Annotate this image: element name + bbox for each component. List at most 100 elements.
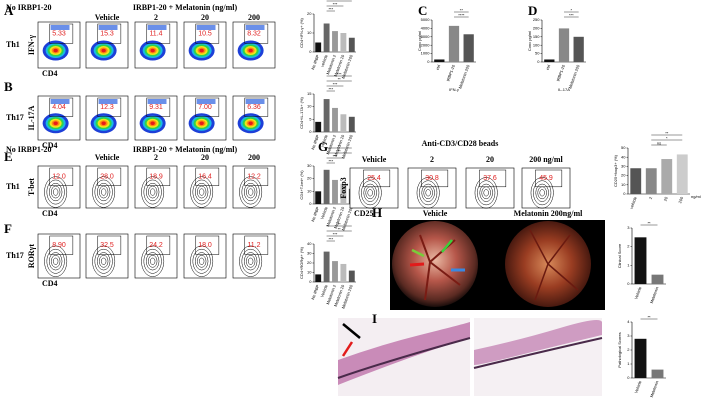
x-unit: ng/ml	[691, 194, 701, 199]
contour	[363, 183, 377, 202]
plot-frame	[85, 233, 129, 279]
y-tick-label: 50	[535, 51, 540, 56]
gate	[535, 169, 563, 188]
density-top	[147, 99, 167, 104]
significance: **	[338, 0, 342, 2]
density	[248, 48, 253, 53]
gate-percent: 45.9	[539, 175, 553, 182]
contour	[358, 177, 382, 209]
plot-frame	[85, 165, 129, 209]
y-tick-label: 0	[309, 129, 312, 134]
gate	[49, 167, 74, 186]
category-label: Vehicle	[633, 285, 642, 300]
density-top	[98, 25, 118, 30]
panel-label: B	[4, 79, 13, 94]
arrow-green	[441, 239, 453, 253]
y-tick-label: 4	[627, 319, 630, 324]
bar	[340, 183, 347, 204]
gate-percent: 8.32	[247, 30, 261, 37]
y-label: Pathological Scores	[617, 332, 622, 367]
contour	[52, 188, 59, 196]
contour	[143, 248, 162, 274]
flow-plot: 28.0	[85, 165, 129, 209]
y-tick-label: 10	[307, 30, 312, 35]
x-axis-label: CD4	[42, 209, 58, 218]
density-top	[98, 99, 118, 104]
contour	[198, 188, 205, 196]
column-label: Vehicle	[95, 153, 120, 162]
y-tick-label: 20	[621, 173, 626, 178]
column-label: Vehicle	[95, 13, 120, 22]
significance: ***	[328, 7, 333, 12]
row-label: Th17	[6, 251, 24, 260]
contour	[243, 252, 258, 271]
density-top	[50, 99, 70, 104]
y-tick-label: 1	[627, 361, 630, 366]
flow-plot: 8.32	[232, 21, 276, 69]
column-label: Vehicle	[423, 209, 448, 218]
gate-percent: 12.0	[52, 173, 66, 180]
y-tick-label: 3	[627, 225, 630, 230]
contour	[96, 182, 111, 202]
flow-plot: 45.9	[521, 167, 571, 209]
flow-plot: 12.2	[232, 165, 276, 209]
significance: *	[571, 8, 573, 13]
y-label: CD25+foxp3+ (%)	[613, 154, 618, 187]
y-tick-label: 0	[537, 59, 540, 64]
significance: **	[647, 221, 651, 226]
contour	[44, 176, 68, 208]
y-axis-label: T-bet	[27, 178, 36, 196]
flow-plot: 11.4	[134, 21, 178, 69]
x-axis-label: CD4	[42, 141, 58, 150]
category-label: ctrl	[435, 64, 442, 71]
bar	[634, 338, 647, 378]
density-top	[245, 99, 265, 104]
contour	[147, 185, 158, 199]
y-tick-label: 2	[627, 347, 630, 352]
retina-layer	[474, 320, 602, 365]
gate-percent: 18.0	[198, 242, 212, 249]
y-tick-label: 150	[533, 34, 540, 39]
bar	[645, 168, 657, 194]
x-axis-label: CD4	[42, 279, 58, 288]
gate	[97, 23, 122, 44]
significance: ns	[657, 141, 661, 146]
gate-percent: 18.9	[149, 173, 163, 180]
bar	[544, 59, 555, 62]
fundus-vehicle	[392, 221, 478, 307]
gate	[146, 235, 171, 255]
bar	[463, 34, 474, 62]
category-label: 2	[648, 195, 654, 200]
contour	[147, 254, 158, 268]
gate-percent: 25.4	[367, 175, 381, 182]
column-label: 20	[201, 153, 209, 162]
gate-percent: 4.04	[52, 104, 66, 111]
contour	[247, 188, 254, 196]
significance: **	[338, 227, 342, 232]
bar	[340, 114, 347, 132]
category-label: Vehicle	[319, 205, 328, 220]
bar	[332, 107, 338, 132]
contour	[196, 254, 207, 268]
header: IRBP1-20 + Melatonin (ng/ml)	[133, 3, 238, 12]
plot-frame	[232, 233, 276, 279]
density	[101, 121, 106, 126]
flow-plot: 15.3	[85, 21, 129, 69]
bar	[573, 36, 584, 62]
category-label: IRBP1-20	[555, 63, 566, 82]
contour	[141, 176, 165, 208]
y-tick-label: 3	[627, 333, 630, 338]
column-label: Melatonin 200ng/ml	[514, 209, 583, 218]
header: No IRBP1-20	[6, 3, 52, 12]
contour	[474, 177, 498, 209]
contour	[149, 257, 156, 265]
flow-plot: 30.8	[407, 167, 457, 209]
category-label: IRBP1-20	[445, 63, 456, 82]
bar	[315, 274, 322, 282]
column-label: 200	[248, 13, 260, 22]
gate	[195, 23, 220, 44]
density-top	[196, 99, 216, 104]
contour	[194, 182, 209, 202]
y-tick-label: 10	[307, 104, 312, 109]
